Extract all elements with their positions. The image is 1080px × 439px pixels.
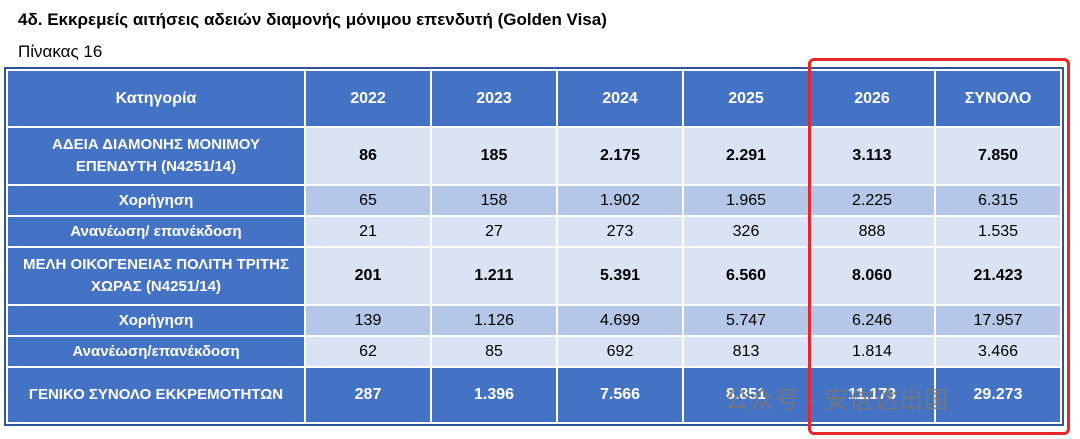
title: 4δ. Εκκρεμείς αιτήσεις αδειών διαμονής μ… [18, 10, 607, 29]
table-row: ΓΕΝΙΚΟ ΣΥΝΟΛΟ ΕΚΚΡΕΜΟΤΗΤΩΝ 287 1.396 7.566 8… [8, 368, 1060, 422]
cell: 3.466 [936, 337, 1060, 366]
cell: 21 [306, 217, 430, 246]
column-header: 2025 [684, 71, 808, 126]
table: Κατηγορία 2022 2023 2024 2025 2026 ΣΥΝΟΛΟ ΑΔΕΙ… [4, 67, 1064, 426]
row-label: Ανανέωση/επανέκδοση [8, 337, 304, 366]
row-label: ΑΔΕΙΑ ΔΙΑΜΟΝΗΣ ΜΟΝΙΜΟΥ ΕΠΕΝΔΥΤΗ (Ν4251/1… [8, 128, 304, 184]
cell: 2.291 [684, 128, 808, 184]
cell: 17.957 [936, 306, 1060, 335]
cell: 8.060 [810, 248, 934, 304]
table-row: ΜΕΛΗ ΟΙΚΟΓΕΝΕΙΑΣ ΠΟΛΙΤΗ ΤΡΙΤΗΣ ΧΩΡΑΣ (Ν4… [8, 248, 1060, 304]
cell: 7.566 [558, 368, 682, 422]
cell: 158 [432, 186, 556, 215]
row-label: Χορήγηση [8, 186, 304, 215]
column-header: Κατηγορία [8, 71, 304, 126]
table-row: Ανανέωση/ επανέκδοση 21 27 273 326 888 1.535 [8, 217, 1060, 246]
column-header: 2023 [432, 71, 556, 126]
cell: 6.315 [936, 186, 1060, 215]
cell: 6.246 [810, 306, 934, 335]
row-label: Ανανέωση/ επανέκδοση [8, 217, 304, 246]
cell: 5.391 [558, 248, 682, 304]
cell: 7.850 [936, 128, 1060, 184]
subtitle: Πίνακας 16 [18, 42, 103, 61]
watermark: 公众号 · 安信达出国 [725, 387, 950, 414]
row-label: Χορήγηση [8, 306, 304, 335]
cell: 1.814 [810, 337, 934, 366]
table-row: Ανανέωση/επανέκδοση 62 85 692 813 1.814 3.466 [8, 337, 1060, 366]
cell: 185 [432, 128, 556, 184]
table-row: Χορήγηση 139 1.126 4.699 5.747 6.246 17.957 [8, 306, 1060, 335]
cell: 65 [306, 186, 430, 215]
cell: 1.965 [684, 186, 808, 215]
cell: 1.126 [432, 306, 556, 335]
cell: 1.396 [432, 368, 556, 422]
cell: 888 [810, 217, 934, 246]
cell: 4.699 [558, 306, 682, 335]
cell: 287 [306, 368, 430, 422]
cell: 3.113 [810, 128, 934, 184]
cell: 326 [684, 217, 808, 246]
table-row: Χορήγηση 65 158 1.902 1.965 2.225 6.315 [8, 186, 1060, 215]
cell: 29.273 [936, 368, 1060, 422]
column-header: 2024 [558, 71, 682, 126]
cell: 6.560 [684, 248, 808, 304]
column-header: ΣΥΝΟΛΟ [936, 71, 1060, 126]
header-row: Κατηγορία 2022 2023 2024 2025 2026 ΣΥΝΟΛΟ [8, 71, 1060, 126]
cell: 62 [306, 337, 430, 366]
cell: 139 [306, 306, 430, 335]
cell: 2.225 [810, 186, 934, 215]
column-header: 2022 [306, 71, 430, 126]
cell: 8.851 [684, 368, 808, 422]
cell: 273 [558, 217, 682, 246]
cell: 86 [306, 128, 430, 184]
cell: 85 [432, 337, 556, 366]
table-row: ΑΔΕΙΑ ΔΙΑΜΟΝΗΣ ΜΟΝΙΜΟΥ ΕΠΕΝΔΥΤΗ (Ν4251/1… [8, 128, 1060, 184]
cell: 27 [432, 217, 556, 246]
cell: 21.423 [936, 248, 1060, 304]
cell: 5.747 [684, 306, 808, 335]
cell: 1.902 [558, 186, 682, 215]
row-label: ΜΕΛΗ ΟΙΚΟΓΕΝΕΙΑΣ ΠΟΛΙΤΗ ΤΡΙΤΗΣ ΧΩΡΑΣ (Ν4… [8, 248, 304, 304]
cell: 11.173 [810, 368, 934, 422]
cell: 813 [684, 337, 808, 366]
cell: 201 [306, 248, 430, 304]
cell: 692 [558, 337, 682, 366]
cell: 1.535 [936, 217, 1060, 246]
row-label: ΓΕΝΙΚΟ ΣΥΝΟΛΟ ΕΚΚΡΕΜΟΤΗΤΩΝ [8, 368, 304, 422]
cell: 1.211 [432, 248, 556, 304]
cell: 2.175 [558, 128, 682, 184]
column-header: 2026 [810, 71, 934, 126]
